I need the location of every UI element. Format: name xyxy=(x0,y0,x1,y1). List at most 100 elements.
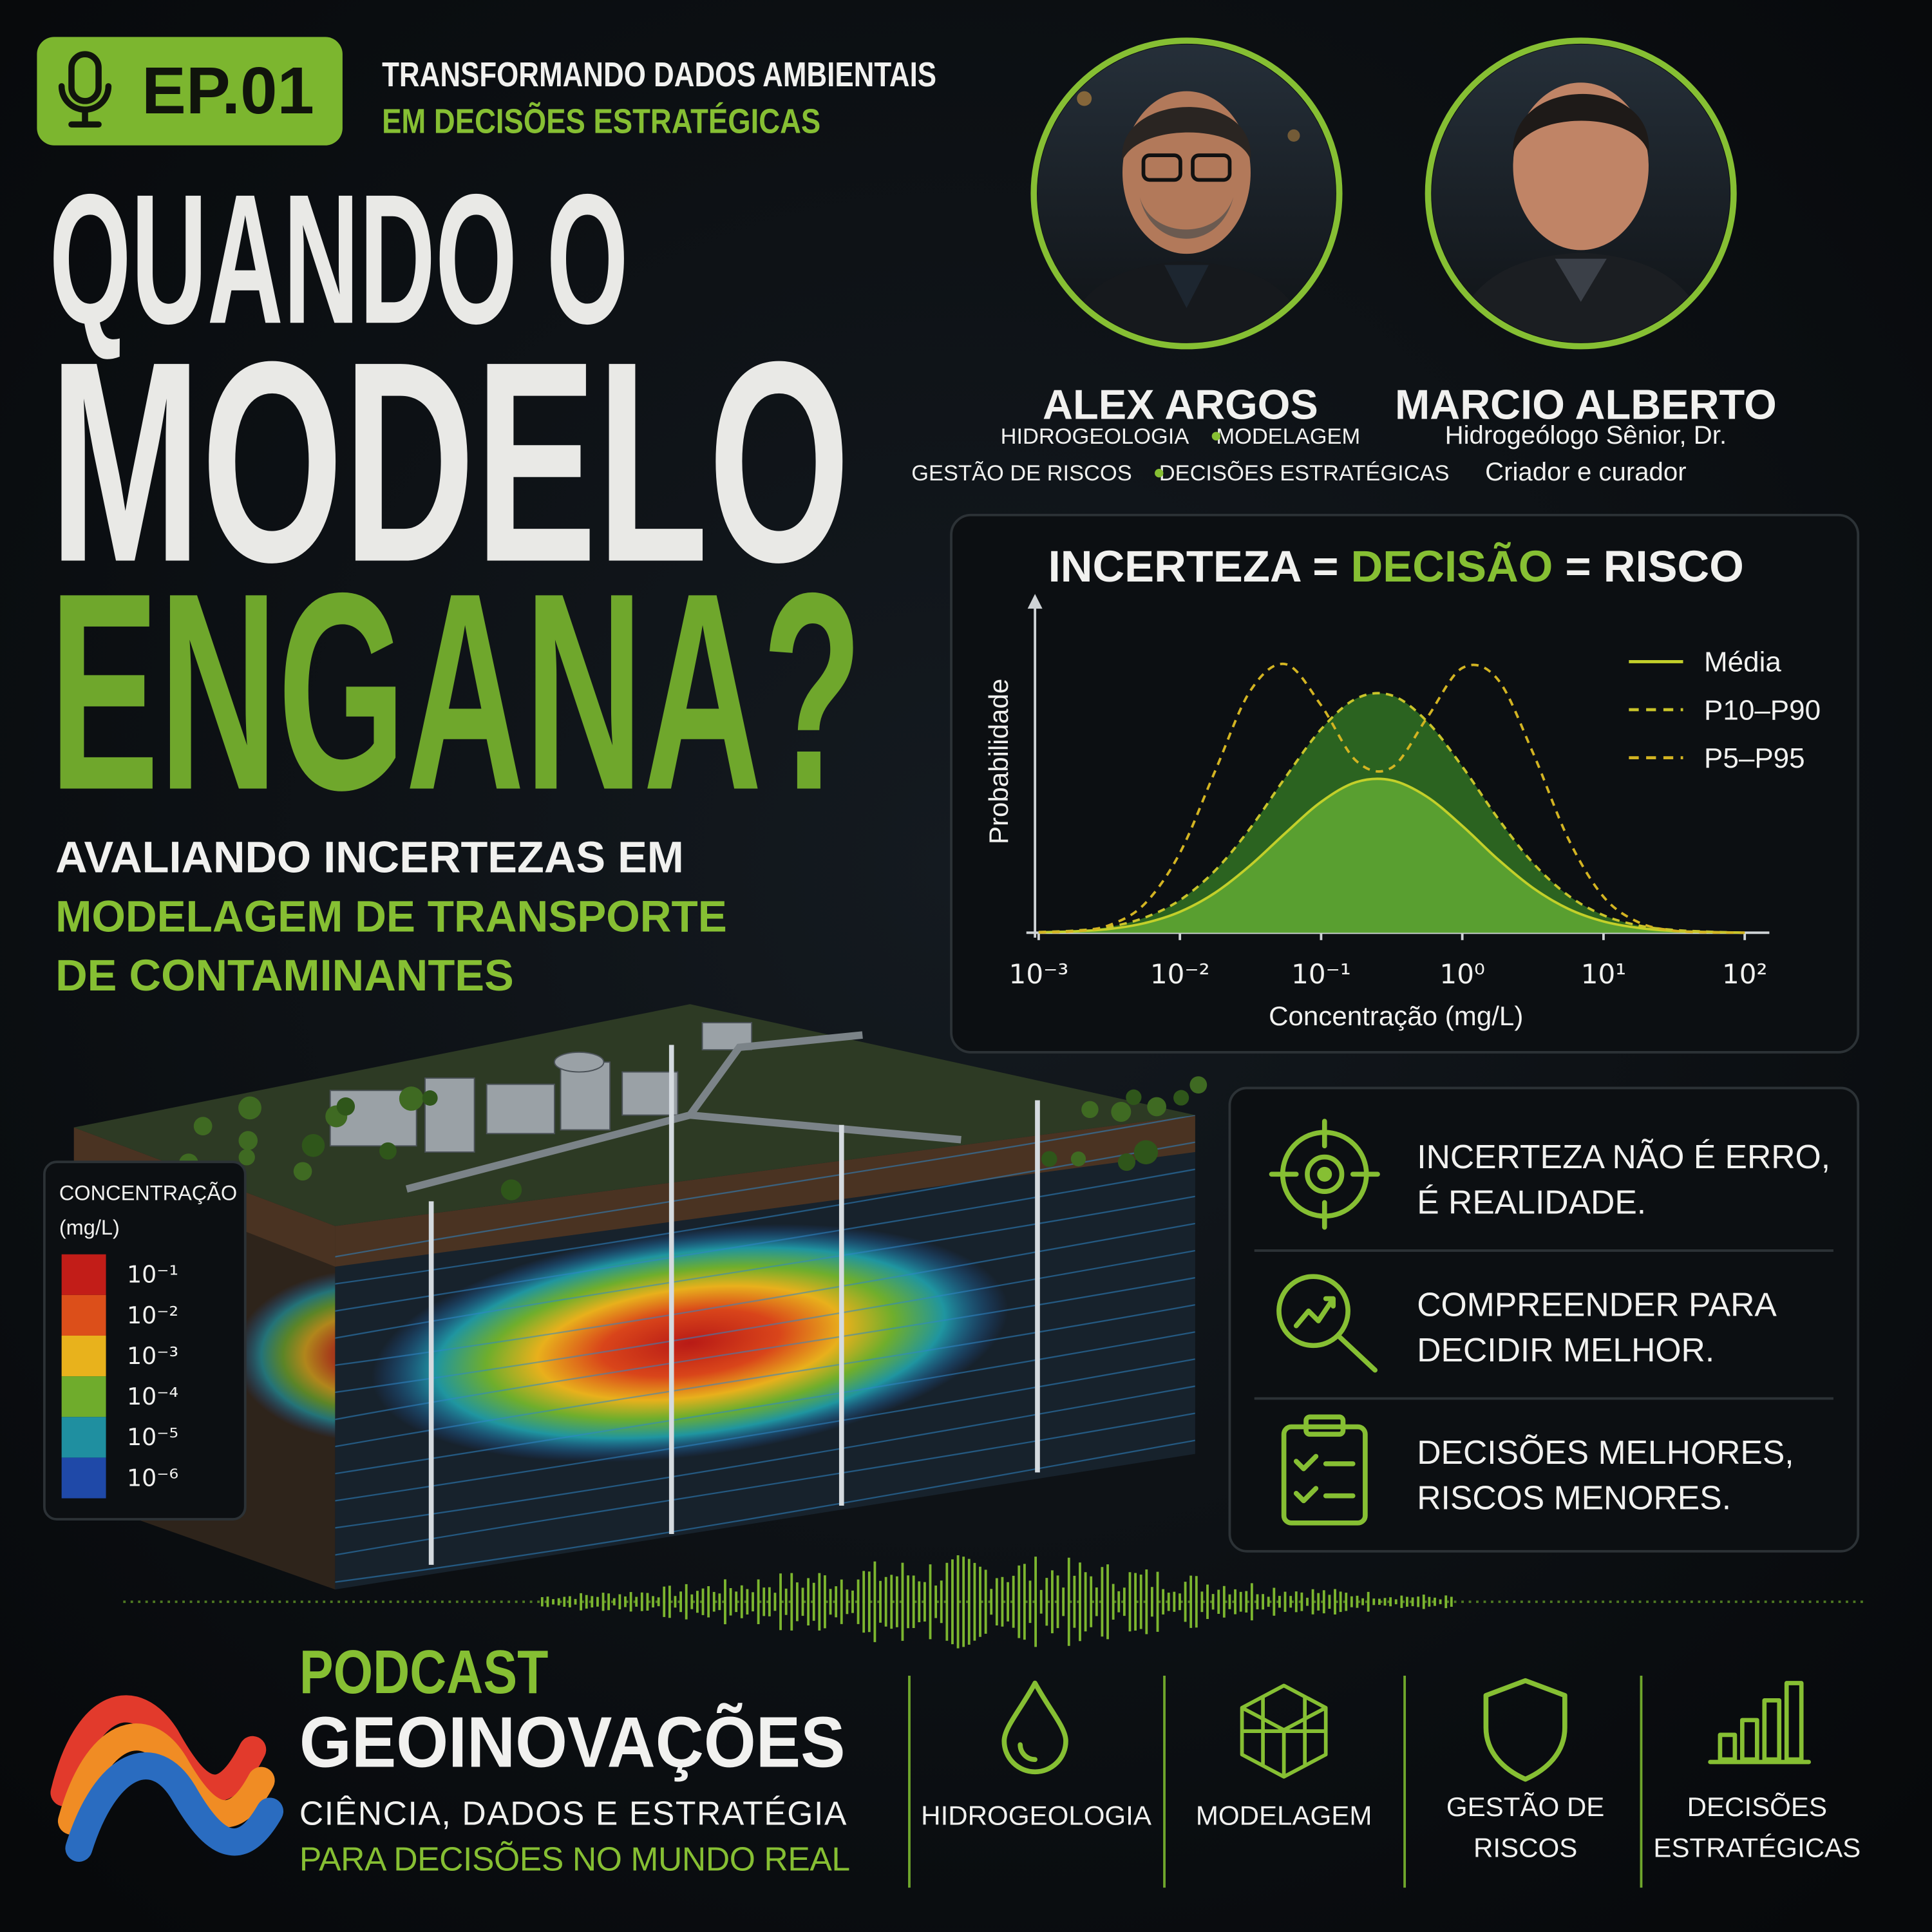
portrait-frame xyxy=(1030,37,1343,350)
colorbar-label: 10⁻² xyxy=(127,1302,178,1329)
host-role-part: Criador e curador xyxy=(1485,457,1686,486)
episode-number: EP.01 xyxy=(142,53,314,128)
host-role-part: MODELAGEM xyxy=(1216,424,1360,449)
topic-label: ESTRATÉGICAS xyxy=(1653,1832,1861,1862)
plume xyxy=(234,1269,336,1442)
brand-logo xyxy=(50,1695,284,1862)
tree xyxy=(1189,1076,1208,1094)
series-line xyxy=(1038,692,1745,934)
x-tick-label: 10² xyxy=(1722,958,1767,990)
host-role-part: Hidrogeólogo Sênior, Dr. xyxy=(1445,421,1727,450)
mic-icon xyxy=(58,51,112,128)
colorbar-label: 10⁻³ xyxy=(127,1342,178,1370)
key-point-text: DECIDIR MELHOR. xyxy=(1417,1331,1714,1368)
tree xyxy=(1111,1101,1132,1122)
key-points-panel xyxy=(1228,1086,1860,1553)
y-axis-label: Probabilidade xyxy=(983,679,1014,844)
tree xyxy=(336,1097,355,1116)
flow-lines xyxy=(335,1115,1195,1590)
tree xyxy=(422,1090,438,1106)
flow-line xyxy=(335,1439,1195,1583)
topic-label: DECISÕES xyxy=(1687,1792,1827,1822)
colorbar-label: 10⁻¹ xyxy=(127,1261,178,1289)
flow-line xyxy=(335,1115,1195,1258)
colorbar-swatch xyxy=(61,1294,106,1336)
analysis-icon xyxy=(1276,1274,1378,1373)
colorbar-label: 10⁻⁶ xyxy=(127,1464,178,1492)
waveform xyxy=(123,1555,1867,1649)
flow-line xyxy=(335,1276,1195,1421)
target-icon xyxy=(1269,1119,1380,1230)
topic-label: GESTÃO DE xyxy=(1446,1792,1605,1822)
series-line xyxy=(1038,662,1745,934)
host-name: MARCIO ALBERTO xyxy=(1395,381,1777,428)
topic-dividers xyxy=(908,1676,1643,1888)
host-role: GESTÃO DE RISCOS DECISÕES ESTRATÉGICAS xyxy=(911,460,1449,486)
tree xyxy=(1133,1140,1159,1164)
tree xyxy=(238,1149,255,1166)
key-point-text: COMPREENDER PARA xyxy=(1417,1285,1777,1323)
flow-line xyxy=(335,1195,1195,1339)
drop-icon xyxy=(1001,1680,1068,1775)
colorbar-label: 10⁻⁵ xyxy=(127,1423,178,1451)
topic-label: RISCOS xyxy=(1473,1832,1577,1862)
tree xyxy=(379,1142,397,1160)
flow-line xyxy=(335,1249,1195,1394)
flow-line xyxy=(335,1331,1195,1475)
cube-icon xyxy=(1240,1683,1328,1779)
episode-tagline: TRANSFORMANDO DADOS AMBIENTAIS xyxy=(382,56,936,94)
tree xyxy=(1173,1090,1189,1106)
role-separator xyxy=(1155,468,1164,478)
host-role-part: HIDROGEOLOGIA xyxy=(1001,424,1189,449)
x-tick-label: 10⁻³ xyxy=(1009,958,1069,990)
wells xyxy=(428,1045,1040,1565)
colorbar: 10⁻¹ 10⁻² 10⁻³ 10⁻⁴ 10⁻⁵ 10⁻⁶ xyxy=(61,1254,178,1499)
subtitle: MODELAGEM DE TRANSPORTE xyxy=(55,891,727,941)
legend-label: P10–P90 xyxy=(1704,694,1821,726)
chart-title-part: INCERTEZA = xyxy=(1048,542,1339,591)
roads xyxy=(405,1031,961,1193)
colorbar-title: CONCENTRAÇÃO xyxy=(59,1181,237,1205)
host-role-part: DECISÕES ESTRATÉGICAS xyxy=(1159,460,1450,486)
key-point-text: É REALIDADE. xyxy=(1417,1184,1646,1221)
episode-tagline: EM DECISÕES ESTRATÉGICAS xyxy=(382,102,820,141)
series-line xyxy=(1038,777,1745,934)
tree xyxy=(1041,1151,1057,1167)
tree xyxy=(238,1096,261,1120)
tree xyxy=(301,1133,325,1157)
episode-badge xyxy=(37,37,343,146)
colorbar-swatch xyxy=(61,1376,106,1417)
key-point-text: DECISÕES MELHORES, xyxy=(1417,1434,1794,1471)
x-tick-label: 10⁰ xyxy=(1439,958,1484,990)
tree xyxy=(1117,1153,1136,1171)
key-point-text: RISCOS MENORES. xyxy=(1417,1479,1731,1517)
topic-label: MODELAGEM xyxy=(1196,1801,1372,1831)
tree xyxy=(500,1179,522,1200)
host-role-part: GESTÃO DE RISCOS xyxy=(911,460,1132,486)
colorbar-title: (mg/L) xyxy=(59,1216,120,1239)
tree xyxy=(1147,1097,1166,1117)
host-role: Hidrogeólogo Sênior, Dr. xyxy=(1445,421,1727,450)
colorbar-swatch xyxy=(61,1254,106,1295)
x-axis-label: Concentração (mg/L) xyxy=(1269,1001,1523,1031)
portrait xyxy=(1432,44,1730,343)
shield-icon xyxy=(1483,1678,1567,1782)
host-name: ALEX ARGOS xyxy=(1043,381,1318,428)
x-tick-label: 10¹ xyxy=(1581,958,1626,990)
brand-name: GEOINOVAÇÕES xyxy=(299,1703,846,1783)
flow-line xyxy=(335,1141,1195,1285)
colorbar-label: 10⁻⁴ xyxy=(127,1383,178,1410)
tree xyxy=(399,1086,424,1111)
headline: MODELO xyxy=(50,303,851,622)
flow-line xyxy=(335,1358,1195,1502)
checklist-icon xyxy=(1281,1414,1368,1526)
brand-kicker: PODCAST xyxy=(299,1638,548,1707)
tree xyxy=(1126,1089,1142,1105)
tree xyxy=(238,1131,258,1150)
flow-line xyxy=(335,1385,1195,1529)
plume xyxy=(372,1224,1009,1463)
colorbar-swatch xyxy=(61,1417,106,1458)
tree xyxy=(293,1162,312,1181)
headline: ENGANA? xyxy=(50,535,863,848)
